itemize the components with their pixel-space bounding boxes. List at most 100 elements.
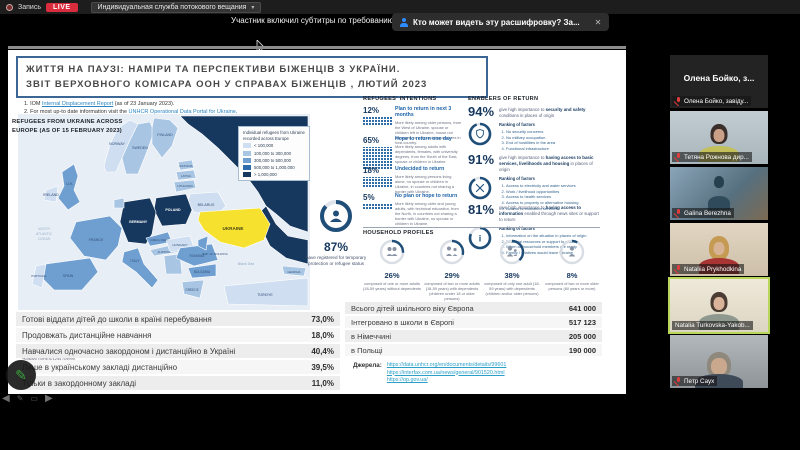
profile-donut-chart: [379, 239, 405, 265]
country-shape-turkiye: [223, 277, 309, 307]
participant-tile[interactable]: Олена Бойко, з... Олена Бойко, завіду...: [670, 55, 768, 108]
enablers-heading: ENABLERS OF RETURN: [468, 96, 539, 102]
ocean-label: NORTH: [38, 227, 51, 231]
shield-icon: [476, 128, 484, 139]
recording-indicator-icon: [6, 3, 13, 11]
legend-swatch: [243, 172, 251, 178]
map-label: LATVIA: [181, 174, 191, 178]
profile-donut-chart: [499, 239, 525, 265]
enabler-item: 94% give high importance to security and…: [468, 105, 600, 152]
participant-tile[interactable]: Nataliia Prykhodkina: [670, 223, 768, 276]
participant-nametag: Тетяна Рожнова дир...: [672, 152, 752, 162]
footnote-2: 2. For most up-to date information visit…: [24, 109, 238, 116]
shield-donut-chart: [468, 122, 492, 146]
map-heading: REFUGEES FROM UKRAINE ACROSS EUROPE (AS …: [12, 119, 123, 134]
map-label: FINLAND: [157, 133, 173, 137]
participant-display-name: Олена Бойко, з...: [683, 73, 755, 83]
source-link: https://data.unhcr.org/en/documents/deta…: [386, 362, 507, 368]
table-row: Продовжать дистанційне навчання 18,0%: [16, 328, 340, 342]
legend-swatch: [243, 164, 251, 170]
table-row: Інтегровано в школи в Європі 517 123: [345, 316, 602, 328]
registered-stat: 87% have registered for temporary protec…: [300, 198, 372, 267]
participant-tile[interactable]: Galina Berezhna: [670, 167, 768, 220]
table-row: Тільки в закордонному закладі 11,0%: [16, 376, 340, 390]
legend-item: 500,000 to 1,000,000: [243, 164, 305, 170]
map-label: HUNGARY: [173, 243, 188, 247]
participant-nametag: Олена Бойко, завіду...: [672, 96, 752, 106]
legend-item: 300,000 to 500,000: [243, 157, 305, 163]
participant-tile[interactable]: Тетяна Рожнова дир...: [670, 111, 768, 164]
map-label: NORWAY: [109, 142, 125, 146]
table-row: в Німеччині 205 000: [345, 330, 602, 342]
map-label: ESTONIA: [179, 164, 192, 168]
map-label: PORTUGAL: [31, 274, 47, 278]
toast-text: Кто может видеть эту расшифровку? За...: [413, 17, 580, 27]
country-shape-france: [69, 215, 123, 261]
screen-tool-button[interactable]: ▭: [30, 394, 38, 403]
waffle-chart: [363, 204, 393, 209]
country-shape-moldova: [197, 235, 209, 251]
shared-screen-slide: ЖИТТЯ НА ПАУЗІ: НАМІРИ ТА ПЕРСПЕКТИВИ БІ…: [8, 50, 626, 394]
country-shape-portugal: [31, 263, 47, 289]
mic-muted-icon: [675, 153, 681, 161]
profile-donut-chart: [439, 239, 465, 265]
tools-donut-chart: [468, 176, 492, 200]
map-label: ROMANIA: [190, 254, 206, 258]
table-row: Лише в українському закладі дистанційно 3…: [16, 360, 340, 374]
annotation-pencil-button[interactable]: ✎: [6, 360, 36, 390]
enabler-item: 81% give high importance to having acces…: [468, 203, 600, 256]
waffle-chart: [363, 117, 393, 125]
table-row: Навчалися одночасно закордоном і дистанц…: [16, 344, 340, 358]
live-badge: LIVE: [45, 2, 78, 12]
pencil-icon: ✎: [15, 366, 27, 383]
footnote-1: 1. IOM Internal Displacement Report (as …: [24, 101, 175, 107]
table-row: Готові віддати дітей до школи в країні п…: [16, 312, 340, 326]
country-shape-bulgaria: [187, 263, 217, 279]
next-slide-button[interactable]: ▶: [44, 393, 53, 404]
intention-item: 12% Plan to return in next 3 months More …: [363, 106, 462, 145]
map-label: POLAND: [165, 208, 181, 212]
mic-muted-icon: [675, 97, 681, 105]
person-icon: [400, 18, 408, 27]
map-label: LITHUANIA: [177, 184, 193, 188]
participant-tile[interactable]: Петр Саух: [670, 335, 768, 388]
footnote-link: Internal Displacement Report: [42, 101, 114, 107]
legend-swatch: [243, 150, 251, 156]
intention-item: 5% No plan or hope to return More likely …: [363, 193, 459, 226]
intention-item: 65% Hope to return one day More likely am…: [363, 136, 463, 169]
older-person-icon: [568, 246, 576, 257]
source-link: https://op.gov.ua/: [386, 377, 428, 383]
chevron-down-icon: ▾: [251, 4, 255, 11]
map-label: GREECE: [185, 288, 198, 292]
participant-video: [695, 176, 743, 210]
profile-item: 8% composed of two or more older persons…: [543, 239, 601, 291]
schooling-table: Готові віддати дітей до школи в країні п…: [16, 312, 340, 392]
map-label: FRANCE: [89, 238, 104, 242]
transcript-visibility-toast[interactable]: Кто может видеть эту расшифровку? За... …: [392, 13, 610, 31]
country-shape-estonia: [177, 159, 195, 171]
map-label: GEORGIA: [287, 270, 300, 274]
slide-title: ЖИТТЯ НА ПАУЗІ: НАМІРИ ТА ПЕРСПЕКТИВИ БІ…: [16, 56, 488, 99]
map-label: AUSTRIA: [157, 250, 170, 254]
draw-tool-button[interactable]: ✎: [16, 394, 24, 403]
map-label: BULGARIA: [194, 270, 211, 274]
map-label: GERMANY: [129, 220, 148, 224]
prev-slide-button[interactable]: ◀: [2, 393, 10, 404]
legend-item: < 100,000: [243, 143, 305, 149]
mic-muted-icon: [675, 209, 681, 217]
participant-tile-active-speaker[interactable]: Natalia Turkovska-Yakob...: [668, 277, 770, 334]
country-shape-greece: [181, 279, 205, 299]
map-label-ukraine: UKRAINE: [223, 226, 244, 231]
map-label: REP. OF MOLDOVA: [202, 252, 228, 256]
map-label: SWEDEN: [132, 146, 148, 150]
meeting-topbar: Запись LIVE Индивидуальная служба потоко…: [0, 0, 800, 14]
map-label: TÜRKIYE: [257, 293, 273, 297]
live-stream-menu[interactable]: Индивидуальная служба потокового вещания…: [90, 1, 262, 13]
table-row: в Польщі 190 000: [345, 344, 602, 356]
country-shape-balkans: [163, 253, 183, 275]
close-icon[interactable]: ✕: [594, 17, 602, 27]
country-shape-uk: [57, 163, 81, 211]
participant-nametag: Galina Berezhna: [672, 208, 734, 218]
profiles-heading: HOUSEHOLD PROFILES: [363, 230, 434, 236]
country-shape-ukraine: [197, 207, 271, 249]
